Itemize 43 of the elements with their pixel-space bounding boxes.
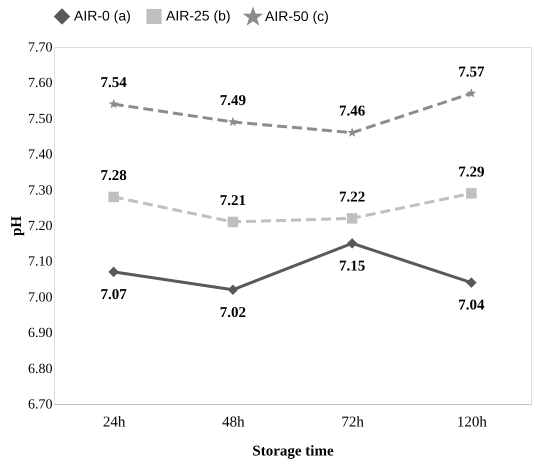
- data-label: 7.22: [339, 189, 366, 206]
- point: [228, 116, 238, 126]
- y-tick-label: 6.70: [28, 398, 52, 412]
- y-axis-title: pH: [9, 216, 25, 236]
- point: [228, 284, 238, 296]
- y-tick-label: 6.90: [28, 326, 52, 342]
- legend-label: AIR-25 (b): [166, 7, 231, 24]
- data-label: 7.46: [339, 104, 366, 120]
- y-tick-label: 7.40: [28, 148, 52, 163]
- y-tick-label: 7.30: [28, 183, 52, 198]
- data-label: 7.57: [458, 64, 485, 80]
- point: [466, 188, 477, 199]
- data-label: 7.21: [220, 192, 246, 209]
- y-tick-label: 7.10: [28, 254, 52, 270]
- legend-label: AIR-0 (a): [74, 7, 131, 24]
- data-label: 7.28: [100, 168, 127, 184]
- data-label: 7.54: [100, 75, 128, 92]
- point: [108, 98, 119, 108]
- legend-label: AIR-50 (c): [265, 8, 329, 24]
- data-label: 7.02: [220, 304, 246, 321]
- x-axis-title: Storage time: [252, 444, 334, 460]
- point: [228, 216, 238, 228]
- data-label: 7.29: [458, 164, 484, 180]
- point: [108, 266, 119, 278]
- y-tick-label: 7.60: [28, 76, 52, 92]
- x-tick-label: 48h: [222, 414, 246, 430]
- y-tick-label: 7.70: [28, 40, 52, 56]
- y-tick-label: 7.50: [28, 112, 52, 127]
- point: [108, 192, 119, 202]
- point: [346, 213, 358, 224]
- y-tick-label: 7.20: [28, 219, 52, 234]
- x-tick-label: 120h: [456, 414, 488, 430]
- data-label: 7.07: [100, 286, 128, 303]
- data-label: 7.15: [339, 258, 366, 274]
- y-tick-label: 6.80: [28, 362, 52, 377]
- data-label: 7.04: [458, 298, 485, 314]
- x-tick-label: 24h: [102, 414, 126, 430]
- point: [346, 238, 358, 249]
- data-label: 7.49: [220, 92, 246, 109]
- y-tick-label: 7.00: [28, 290, 52, 306]
- point: [466, 88, 476, 98]
- x-tick-label: 72h: [341, 414, 364, 430]
- point: [466, 277, 477, 288]
